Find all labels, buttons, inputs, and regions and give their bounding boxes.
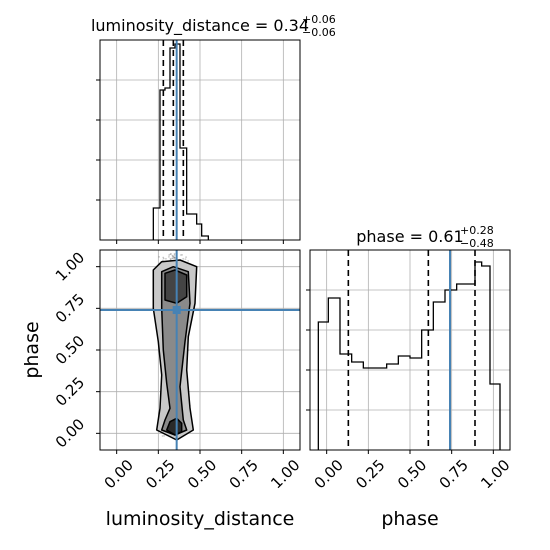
y-tick-label: 0.00 (52, 415, 88, 451)
scatter-point (173, 257, 176, 260)
x-tick-label: 0.00 (101, 456, 137, 492)
lumdist-hist-panel: luminosity_distance = 0.34 +0.06 −0.06 (91, 13, 336, 244)
scatter-point (171, 254, 174, 257)
x-tick-label: 1.00 (477, 456, 513, 492)
scatter-point (172, 257, 174, 259)
y-tick-label: 0.25 (52, 373, 88, 409)
x-tick-label: 0.75 (226, 456, 262, 492)
scatter-point (172, 255, 175, 258)
lumdist-title-sub: −0.06 (302, 26, 336, 39)
scatter-point (182, 257, 185, 260)
x-tick-label: 0.25 (352, 456, 388, 492)
phase-title-sub: −0.48 (460, 237, 494, 250)
scatter-point (185, 256, 187, 259)
y-tick-label: 1.00 (52, 248, 88, 284)
phase-hist-grid (310, 250, 510, 450)
lumdist-hist-step-line (152, 43, 209, 240)
scatter-point (173, 252, 176, 255)
phase-hist-title: phase = 0.61 (356, 227, 463, 246)
x-tick-label: 0.25 (142, 456, 178, 492)
phase-hist-axis-label: phase (381, 508, 438, 530)
scatter-point (161, 435, 164, 437)
lumdist-hist-frame (99, 39, 301, 241)
scatter-point (170, 253, 172, 255)
scatter-point (180, 254, 182, 256)
scatter-point (162, 257, 165, 260)
scatter-point (165, 257, 167, 260)
scatter-point (173, 254, 176, 256)
x-tick-label: 0.75 (436, 456, 472, 492)
scatter-point (168, 255, 170, 258)
phase-axis-label: phase (21, 321, 43, 378)
phase-hist-step-line (317, 261, 501, 450)
density-2d-truth-lines (100, 250, 300, 450)
phase-hist-panel: phase = 0.61 +0.28 −0.48 0.00 0.25 0.50 0.7… (306, 224, 514, 530)
lumdist-hist-grid (100, 40, 300, 240)
lumdist-hist-title: luminosity_distance = 0.34 (91, 16, 309, 36)
scatter-point (169, 253, 172, 256)
lumdist-hist-ticks (96, 79, 284, 244)
scatter-point (169, 258, 172, 261)
scatter-point (173, 256, 176, 259)
lumdist-axis-label: luminosity_distance (106, 508, 295, 530)
scatter-point (158, 255, 161, 258)
phase-hist-frame (309, 249, 511, 451)
x-tick-label: 1.00 (267, 456, 303, 492)
truth-marker (172, 306, 181, 314)
scatter-point (174, 256, 176, 259)
phase-hist-quantile-lines (347, 250, 476, 450)
density-2d-panel: 0.00 0.25 0.50 0.75 1.000.000.250.500.751.00… (21, 248, 304, 530)
y-tick-label: 0.50 (52, 332, 88, 368)
density-2d-grid (100, 250, 300, 450)
phase-title-sup: +0.28 (460, 224, 494, 237)
density-2d-frame (99, 249, 301, 451)
scatter-point (184, 258, 187, 261)
x-tick-label: 0.50 (394, 456, 430, 492)
contour-level-3 (165, 417, 183, 436)
lumdist-title-sup: +0.06 (302, 13, 336, 26)
lumdist-hist-quantile-lines (162, 40, 185, 240)
scatter-point (169, 257, 172, 260)
lumdist-title-main: luminosity_distance = 0.34 (91, 16, 309, 36)
scatter-point (181, 253, 184, 256)
scatter-point (168, 254, 171, 256)
x-tick-label: 0.50 (184, 456, 220, 492)
scatter-point (163, 434, 166, 437)
scatter-point (171, 255, 174, 258)
scatter-point (171, 257, 174, 260)
phase-title-main: phase = 0.61 (356, 227, 463, 246)
x-tick-label: 0.00 (311, 456, 347, 492)
y-tick-label: 0.75 (52, 290, 88, 326)
scatter-point (187, 260, 190, 262)
scatter-point (162, 256, 165, 259)
